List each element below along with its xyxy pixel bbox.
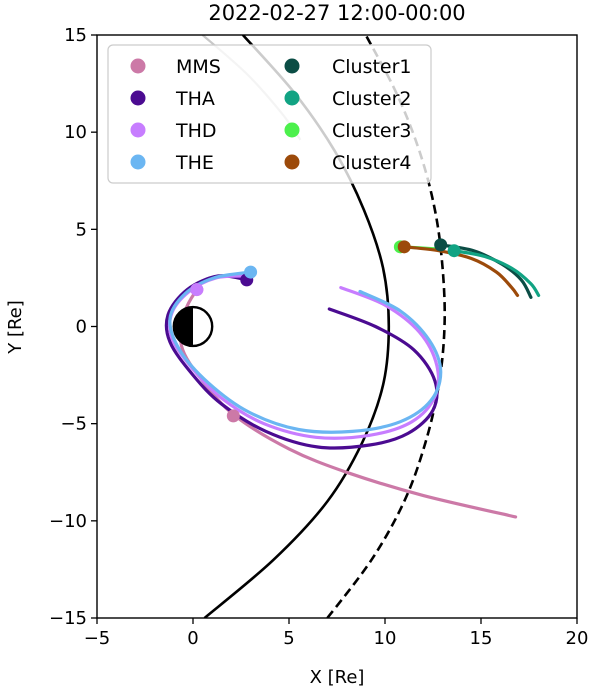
marker-the xyxy=(244,265,258,279)
x-tick-label: −5 xyxy=(84,628,111,649)
legend-marker-cluster3 xyxy=(284,122,300,138)
x-tick-label: 10 xyxy=(374,628,397,649)
legend-label-thd: THD xyxy=(175,120,217,142)
legend-label-cluster2: Cluster2 xyxy=(332,88,412,110)
y-axis-label: Y [Re] xyxy=(5,300,26,355)
track-cluster2 xyxy=(452,249,541,297)
marker-cluster4 xyxy=(397,240,411,254)
chart-title: 2022-02-27 12:00-00:00 xyxy=(208,1,465,25)
y-tick-label: 15 xyxy=(64,25,87,46)
y-tick-label: 10 xyxy=(64,122,87,143)
legend-label-tha: THA xyxy=(175,88,215,110)
track-cluster4 xyxy=(402,245,520,297)
y-tick-label: −5 xyxy=(60,414,87,435)
y-tick-label: −10 xyxy=(49,511,87,532)
legend-label-mms: MMS xyxy=(176,56,221,78)
legend-marker-cluster2 xyxy=(284,90,300,106)
track-tha xyxy=(164,274,439,450)
axes: −5 0 5 10 15 20 −15 −10 −5 0 5 10 15 xyxy=(49,25,588,649)
marker-thd xyxy=(190,283,204,297)
legend: MMS THA THD THE Cluster1 Cluster2 Cluster3 Clus… xyxy=(107,44,432,184)
legend-marker-mms xyxy=(130,58,146,74)
legend-label-cluster4: Cluster4 xyxy=(332,152,412,174)
x-tick-label: 15 xyxy=(470,628,493,649)
x-axis-label: X [Re] xyxy=(310,667,365,687)
earth-icon xyxy=(172,305,214,348)
plot-area xyxy=(164,35,541,618)
track-thd xyxy=(167,274,441,440)
legend-label-the: THE xyxy=(175,152,214,174)
legend-marker-the xyxy=(130,154,146,170)
legend-marker-cluster1 xyxy=(284,58,300,74)
legend-label-cluster1: Cluster1 xyxy=(332,56,412,78)
y-tick-label: −15 xyxy=(49,608,87,629)
track-the xyxy=(168,270,443,434)
y-tick-label: 0 xyxy=(76,317,87,338)
x-tick-label: 0 xyxy=(187,628,198,649)
marker-cluster2 xyxy=(447,244,461,258)
legend-marker-tha xyxy=(130,90,146,106)
marker-mms-2 xyxy=(226,409,240,423)
legend-marker-cluster4 xyxy=(284,154,300,170)
y-tick-label: 5 xyxy=(76,219,87,240)
x-tick-label: 20 xyxy=(566,628,589,649)
legend-label-cluster3: Cluster3 xyxy=(332,120,412,142)
legend-box xyxy=(107,44,432,184)
x-tick-label: 5 xyxy=(283,628,294,649)
legend-marker-thd xyxy=(130,122,146,138)
marker-cluster1 xyxy=(434,238,448,252)
